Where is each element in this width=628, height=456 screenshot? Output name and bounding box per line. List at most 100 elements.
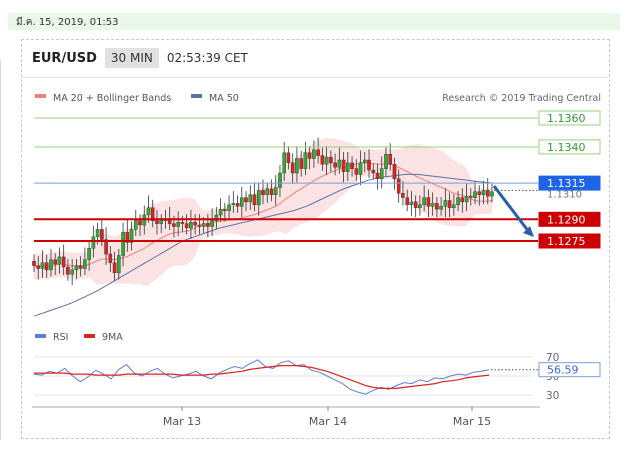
- date-bar: มี.ค. 15, 2019, 01:53: [8, 13, 620, 30]
- level-tag: [538, 110, 601, 126]
- candle-body: [388, 153, 393, 165]
- candle-body: [337, 159, 342, 168]
- candle-body: [401, 192, 405, 198]
- candle-body: [138, 220, 142, 226]
- chart-frame: [21, 39, 610, 439]
- candle-body: [452, 204, 456, 208]
- candle-body: [312, 149, 316, 159]
- rsi-line: [33, 359, 490, 395]
- candle-body: [74, 265, 79, 271]
- ma50-legend-label: MA 50: [209, 93, 239, 104]
- credit-label: Research © 2019 Trading Central: [442, 93, 601, 104]
- candle-body: [252, 194, 257, 205]
- candle-body: [422, 197, 426, 206]
- candle-body: [189, 221, 193, 229]
- candle-body: [439, 206, 443, 210]
- date-text: มี.ค. 15, 2019, 01:53: [16, 17, 119, 28]
- candle-body: [273, 187, 278, 195]
- left-divider: [0, 60, 1, 440]
- candle-body: [87, 247, 91, 260]
- candle-body: [295, 158, 299, 174]
- rsi-ma9-line: [34, 365, 490, 389]
- time-label: 02:53:39 CET: [166, 51, 248, 65]
- timeframe-label: 30 MIN: [104, 48, 159, 68]
- candle-body: [66, 266, 70, 275]
- forecast-arrow-head: [523, 226, 534, 237]
- candle-body: [227, 204, 231, 211]
- candle-body: [193, 221, 197, 226]
- x-tick-label: Mar 14: [309, 415, 347, 428]
- candle-body: [201, 223, 206, 227]
- candle-body: [282, 152, 287, 174]
- candle-body: [49, 259, 53, 271]
- candle-body: [95, 229, 100, 237]
- level-label: 1.1360: [547, 112, 586, 125]
- candle-body: [61, 256, 66, 268]
- candle-body: [299, 158, 304, 169]
- candle-body: [329, 156, 333, 164]
- candle-body: [477, 191, 482, 195]
- candle-body: [32, 261, 36, 266]
- ma20-legend-label: MA 20 + Bollinger Bands: [53, 93, 171, 104]
- candle-body: [324, 156, 329, 165]
- candle-body: [341, 159, 346, 172]
- pair-label: EUR/USD: [32, 50, 97, 66]
- candle-body: [155, 220, 159, 224]
- candle-body: [244, 197, 248, 203]
- level-label: 1.1290: [547, 213, 586, 226]
- candle-body: [91, 236, 96, 249]
- candle-body: [83, 259, 87, 269]
- candle-body: [460, 197, 465, 203]
- level-tag: [538, 211, 601, 227]
- candle-body: [112, 262, 117, 274]
- candle-body: [426, 197, 431, 207]
- candle-body: [392, 164, 397, 180]
- candle-body: [396, 178, 401, 194]
- candle-body: [44, 262, 49, 271]
- candle-body: [435, 203, 439, 210]
- level-label: 1.1275: [547, 235, 586, 248]
- candle-body: [379, 168, 384, 179]
- candle-body: [265, 188, 270, 195]
- candle-body: [363, 159, 367, 164]
- candle-body: [231, 203, 236, 205]
- rsi-value-label: 56.59: [547, 364, 579, 377]
- candle-body: [269, 188, 274, 195]
- candle-body: [481, 190, 486, 195]
- candle-body: [36, 265, 40, 269]
- candle-body: [447, 200, 452, 208]
- candle-body: [121, 232, 125, 256]
- candle-body: [159, 220, 164, 224]
- candle-body: [261, 190, 265, 195]
- candle-body: [210, 220, 214, 227]
- candle-body: [350, 162, 354, 169]
- candle-body: [70, 269, 74, 275]
- candle-body: [125, 232, 130, 243]
- x-tick-label: Mar 13: [163, 415, 201, 428]
- candle-body: [180, 221, 185, 224]
- candle-body: [184, 223, 189, 229]
- candle-body: [222, 208, 227, 211]
- candle-body: [371, 169, 376, 174]
- candle-body: [257, 190, 261, 206]
- candle-body: [303, 152, 308, 169]
- candle-body: [473, 191, 477, 198]
- candle-body: [248, 194, 253, 203]
- level-tag: [538, 233, 601, 249]
- level-tag: [538, 139, 601, 155]
- candle-body: [129, 229, 134, 243]
- candle-body: [176, 221, 181, 227]
- candle-body: [413, 201, 418, 208]
- candle-body: [333, 162, 337, 168]
- candle-body: [430, 203, 435, 207]
- candle-body: [172, 223, 176, 227]
- candle-body: [100, 229, 104, 240]
- candle-body: [206, 223, 210, 227]
- rsi-value-tag: [538, 362, 601, 378]
- candle-body: [367, 159, 371, 171]
- ma50-line: [33, 173, 493, 317]
- rsi-legend-label: RSI: [53, 332, 68, 343]
- candle-body: [384, 153, 388, 169]
- candle-body: [239, 197, 244, 207]
